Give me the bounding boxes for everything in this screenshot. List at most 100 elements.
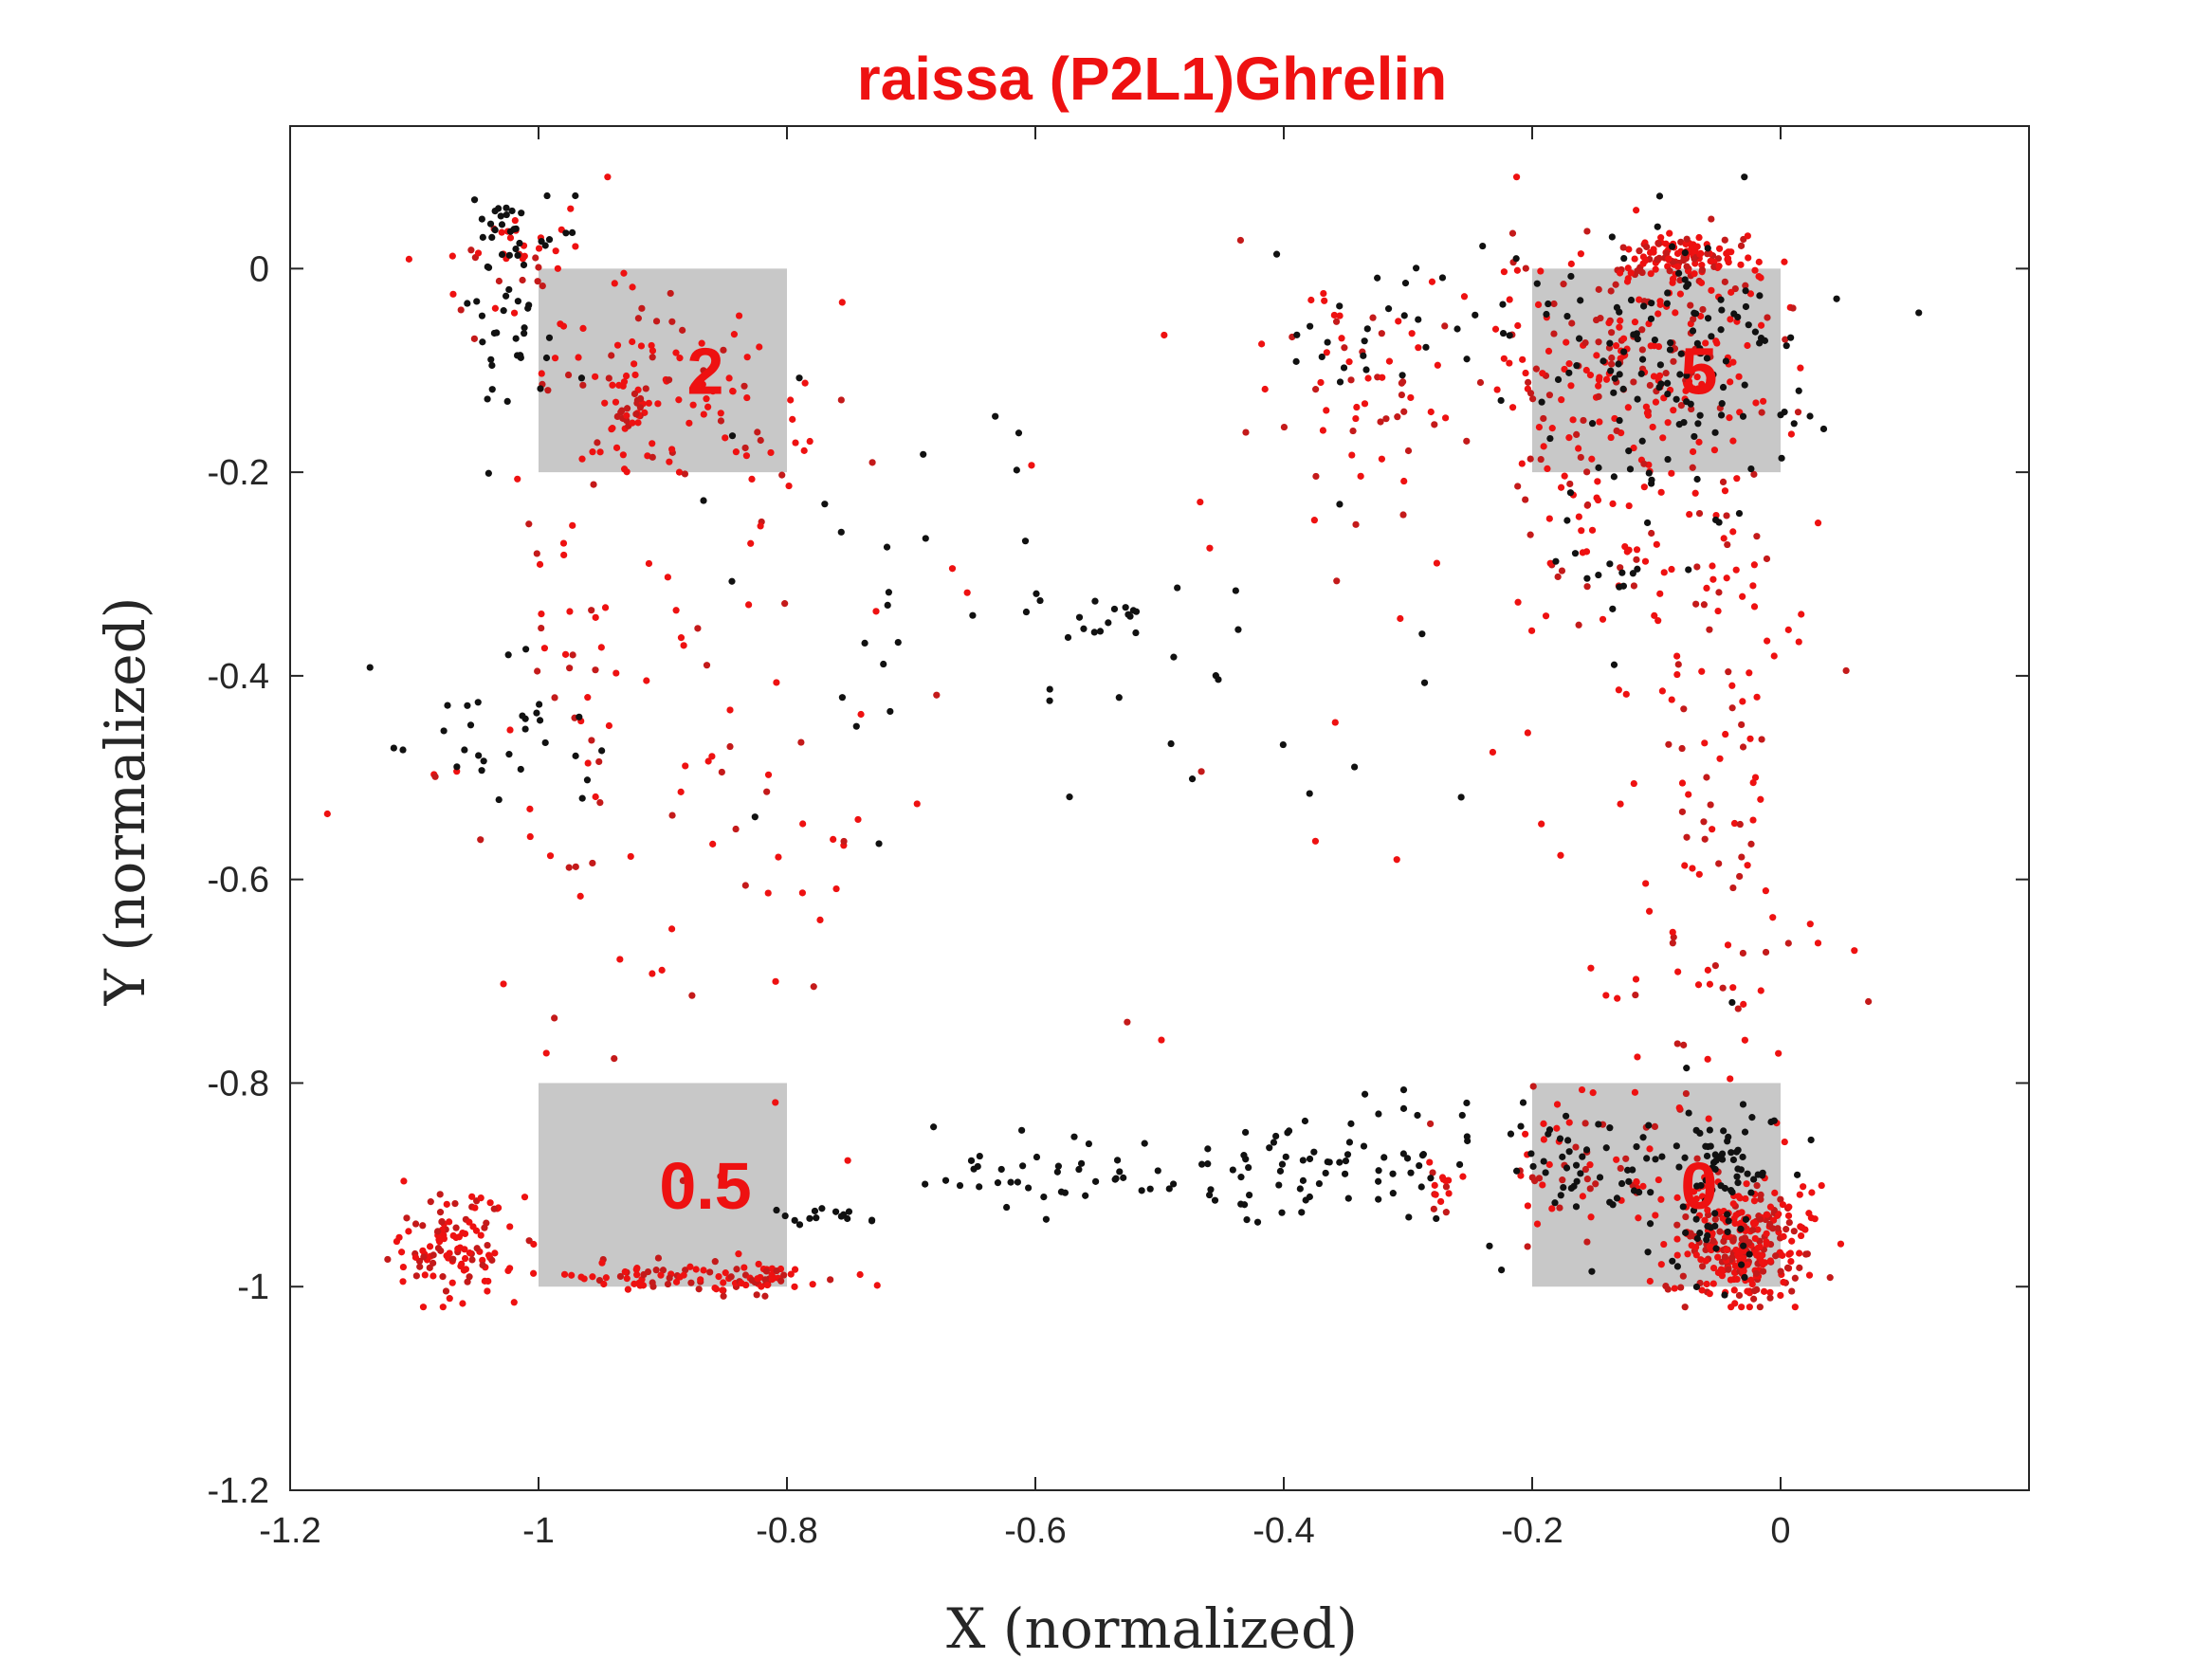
data-point [1206, 1191, 1214, 1199]
data-point [725, 374, 733, 382]
data-point [491, 226, 499, 234]
data-point [1682, 1089, 1690, 1098]
data-point [1757, 321, 1765, 329]
data-point [1795, 638, 1802, 646]
data-point [634, 315, 642, 322]
data-point [1730, 1286, 1738, 1294]
data-point [637, 394, 645, 403]
data-point [1613, 427, 1620, 435]
data-point [745, 601, 753, 609]
data-point [592, 793, 599, 801]
data-point [1749, 816, 1757, 824]
data-point [1721, 236, 1728, 244]
data-point [1814, 939, 1822, 947]
data-point [474, 249, 483, 257]
data-point [1741, 1273, 1748, 1282]
data-point [1282, 1153, 1289, 1160]
data-point [1607, 433, 1615, 442]
data-point [1360, 1142, 1368, 1150]
data-point [1619, 335, 1628, 342]
data-point [1540, 1120, 1547, 1127]
data-point [1729, 984, 1737, 992]
data-point [1711, 428, 1719, 436]
data-point [852, 722, 860, 730]
data-point [1733, 1173, 1741, 1180]
data-point [1800, 1183, 1807, 1191]
data-point [1622, 690, 1630, 698]
data-point [1378, 330, 1385, 337]
data-point [484, 1251, 493, 1259]
data-point [709, 840, 717, 848]
data-point [970, 1165, 978, 1173]
data-point [1272, 250, 1281, 258]
data-point [565, 864, 573, 871]
data-point [1724, 1228, 1731, 1236]
data-point [687, 1279, 695, 1286]
data-point [697, 1276, 704, 1284]
data-point [1623, 548, 1631, 556]
data-point [1638, 326, 1646, 334]
data-point [654, 1254, 663, 1262]
data-point [1557, 1192, 1564, 1199]
data-point [1400, 408, 1408, 415]
data-point [747, 539, 755, 547]
data-point [578, 794, 586, 802]
data-point [1702, 1176, 1709, 1184]
data-point [469, 1223, 477, 1231]
data-point [1245, 1163, 1252, 1172]
data-point [598, 1259, 606, 1267]
data-point [562, 229, 570, 237]
data-point [631, 371, 639, 379]
data-point [679, 1176, 686, 1185]
data-point [1272, 1132, 1280, 1140]
data-point [1588, 1267, 1596, 1275]
data-point [1634, 336, 1641, 343]
data-point [1560, 1183, 1567, 1192]
data-point [584, 759, 592, 767]
x-tick-label: -1.2 [259, 1511, 320, 1551]
data-point [1652, 1212, 1659, 1219]
data-point [1680, 1041, 1688, 1048]
data-point [1673, 652, 1681, 660]
data-point [629, 337, 636, 346]
data-point [1380, 1154, 1388, 1161]
data-point [649, 354, 656, 361]
data-point [1129, 607, 1137, 614]
data-point [742, 452, 751, 460]
data-point [1718, 1150, 1727, 1158]
data-point [419, 1247, 427, 1254]
data-point [1683, 235, 1691, 243]
data-point [1497, 396, 1505, 405]
data-point [1579, 549, 1586, 556]
data-point [1565, 1119, 1573, 1126]
data-point [551, 694, 558, 702]
data-point [717, 417, 725, 425]
data-point [1292, 357, 1300, 365]
data-point [1351, 763, 1359, 771]
data-point [787, 1270, 795, 1278]
data-point [1798, 611, 1805, 618]
data-point [700, 497, 707, 504]
data-point [1564, 1137, 1572, 1144]
data-point [700, 1267, 707, 1274]
data-point [544, 387, 552, 394]
data-point [1720, 535, 1728, 542]
data-point [1695, 870, 1703, 878]
data-point [722, 434, 729, 442]
data-point [1719, 478, 1728, 485]
data-point [588, 737, 595, 744]
data-point [1706, 1243, 1713, 1250]
data-point [1596, 1174, 1604, 1181]
data-point [613, 412, 621, 420]
data-point [1711, 1210, 1719, 1217]
data-point [1587, 964, 1595, 972]
data-point [506, 726, 514, 734]
data-point [1730, 819, 1739, 828]
data-point [484, 395, 491, 403]
data-point [1630, 378, 1637, 386]
data-point [768, 1270, 776, 1279]
data-point [1206, 544, 1214, 552]
data-point [1756, 1243, 1764, 1250]
data-point [1021, 538, 1030, 545]
data-point [1458, 1111, 1466, 1120]
